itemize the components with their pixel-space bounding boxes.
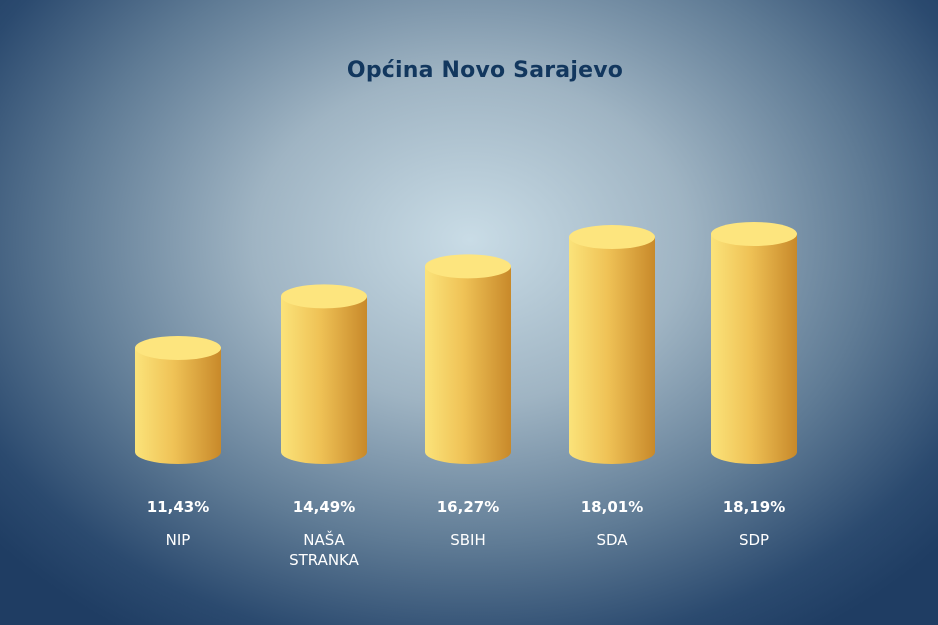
bar-body [425,266,511,464]
category-label: SDA [596,531,628,549]
data-label: 18,19% [722,498,786,516]
data-label: 18,01% [580,498,644,516]
bar-1 [135,336,221,464]
bar-top [569,225,655,250]
category-label: SDP [738,531,770,549]
data-label: 11,43% [146,498,210,516]
bar-5 [711,222,797,464]
category-label: SBIH [450,531,486,549]
bar-top [281,284,367,309]
chart-title: Općina Novo Sarajevo [346,58,624,83]
bar-4 [569,225,655,464]
bar-top [135,336,221,360]
bar-top [425,254,511,279]
data-label: 14,49% [292,498,356,516]
bar-body [569,237,655,464]
bar-top [711,222,797,246]
category-label: NIP [165,531,191,549]
bar-body [135,348,221,464]
bar-series [135,222,797,464]
bar-body [711,234,797,464]
bar-body [281,296,367,464]
category-label: NAŠA STRANKA [289,531,359,569]
bar-3 [425,254,511,464]
bar-2 [281,284,367,464]
data-label: 16,27% [436,498,500,516]
